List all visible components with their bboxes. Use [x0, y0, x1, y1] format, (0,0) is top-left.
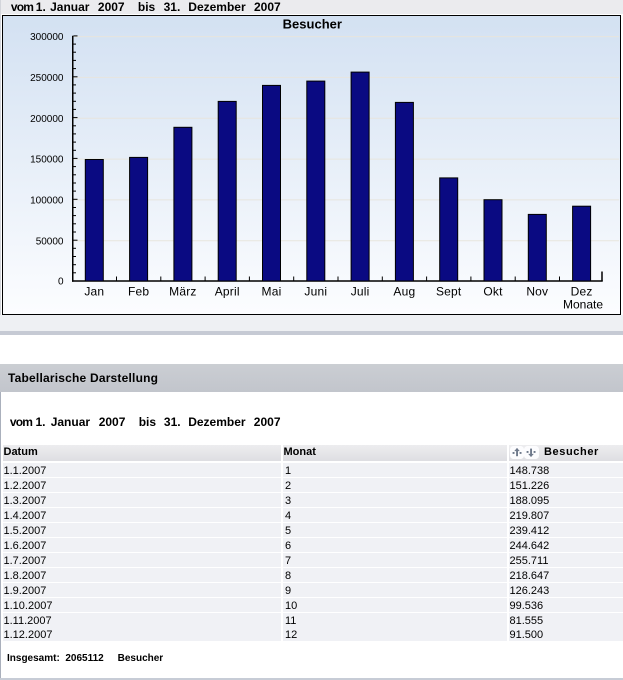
svg-text:Besucher: Besucher: [283, 16, 342, 31]
svg-text:April: April: [215, 285, 240, 299]
svg-text:Juni: Juni: [304, 285, 327, 299]
svg-text:Juli: Juli: [351, 285, 370, 299]
svg-text:250000: 250000: [30, 73, 64, 84]
svg-text:Aug: Aug: [393, 285, 415, 299]
svg-text:200000: 200000: [30, 114, 64, 125]
svg-text:300000: 300000: [30, 32, 64, 43]
svg-text:Dez: Dez: [571, 285, 593, 299]
svg-text:Feb: Feb: [128, 285, 149, 299]
svg-text:Jan: Jan: [84, 285, 104, 299]
svg-text:0: 0: [58, 277, 64, 288]
svg-text:Okt: Okt: [483, 285, 503, 299]
svg-text:Sept: Sept: [436, 285, 462, 299]
svg-text:50000: 50000: [36, 236, 64, 247]
svg-text:100000: 100000: [30, 195, 64, 206]
svg-text:März: März: [169, 285, 196, 299]
svg-text:Nov: Nov: [526, 285, 548, 299]
svg-text:Monate: Monate: [563, 298, 603, 312]
svg-text:150000: 150000: [30, 155, 64, 166]
svg-text:Mai: Mai: [262, 285, 282, 299]
